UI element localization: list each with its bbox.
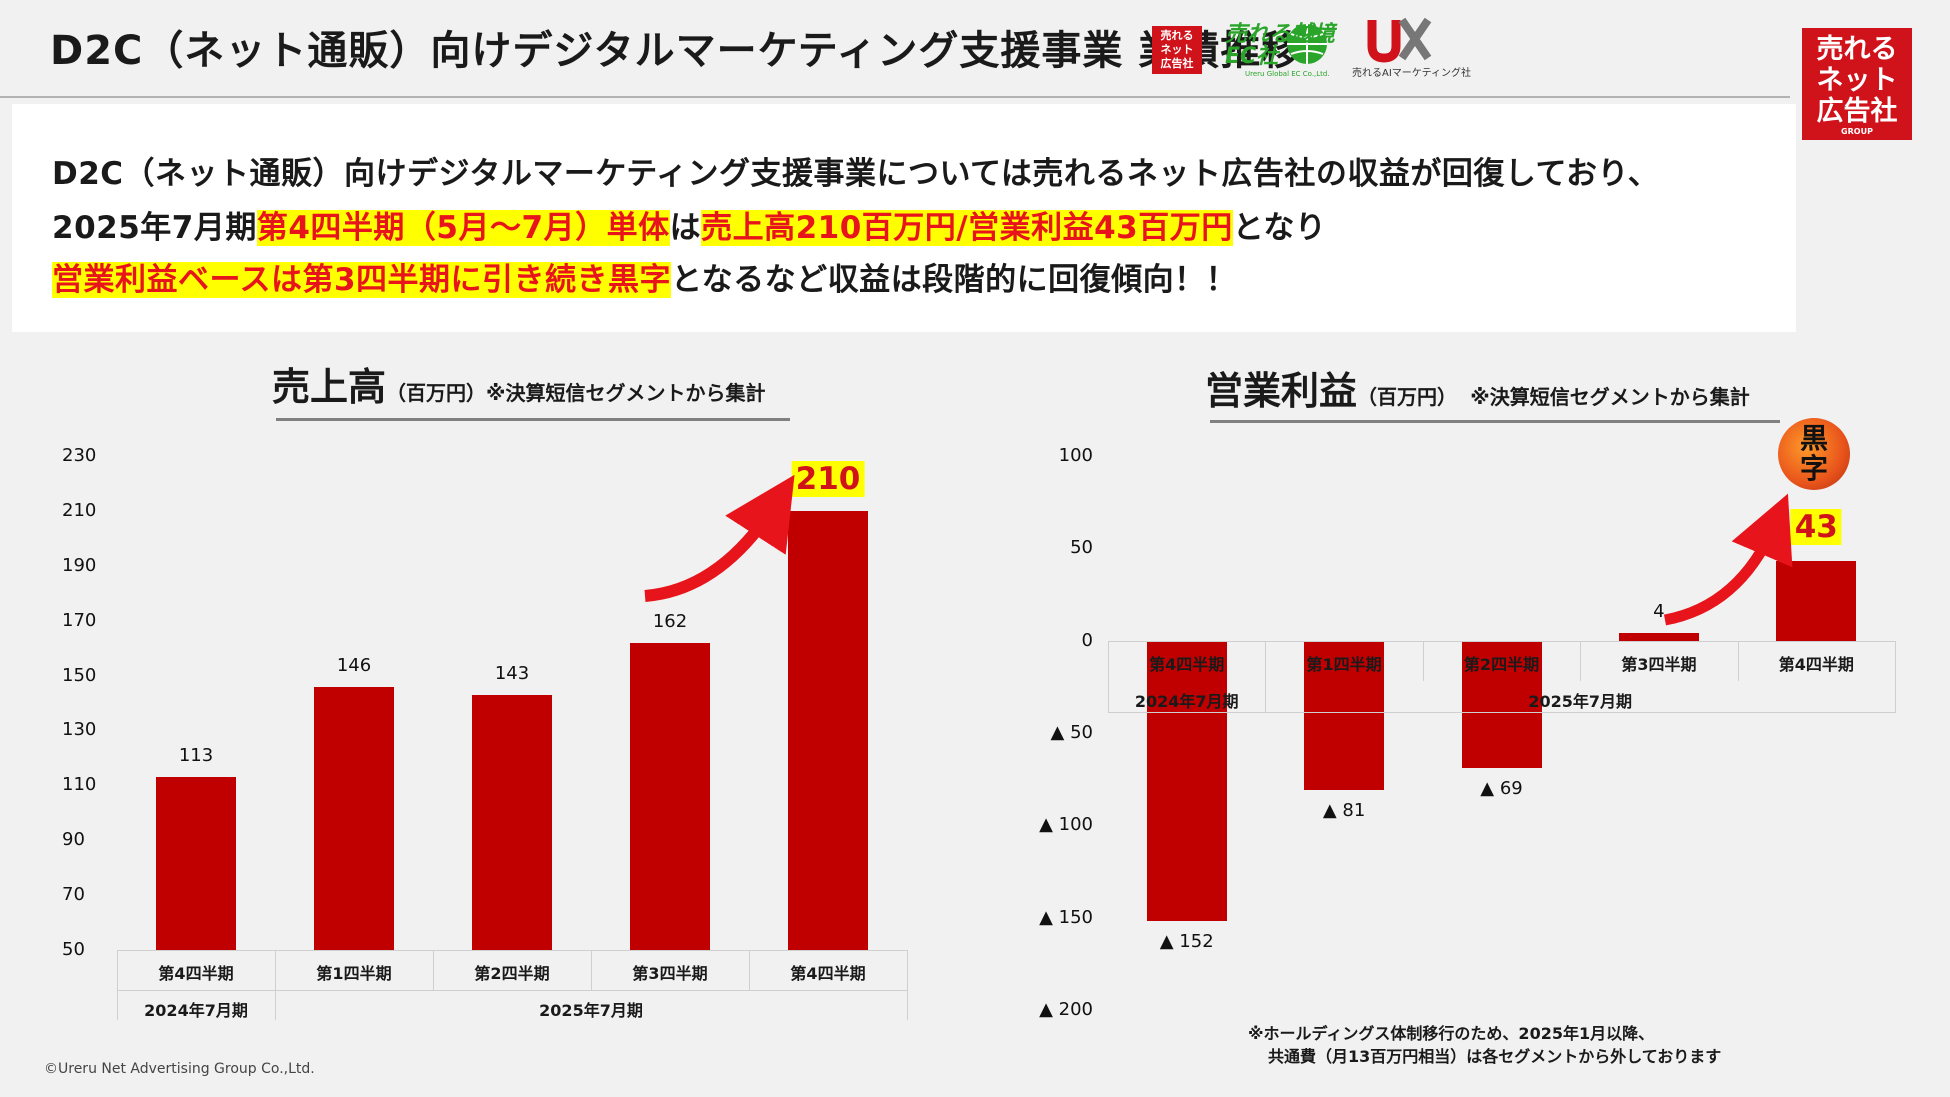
profit-period-label: 2025年7月期 bbox=[1528, 691, 1633, 711]
sales-title-rule bbox=[276, 418, 790, 421]
profit-table-divider bbox=[1108, 640, 1109, 713]
profit-category-label: 第3四半期 bbox=[1621, 654, 1697, 674]
profit-title-rule bbox=[1210, 420, 1780, 423]
sales-table-divider bbox=[591, 950, 592, 990]
profit-value-label: 4 bbox=[1653, 601, 1665, 623]
kuroji-badge-icon: 黒字 bbox=[1778, 418, 1850, 490]
kuroji-badge-char: 黒 bbox=[1799, 422, 1828, 455]
summary-line-1: D2C（ネット通販）向けデジタルマーケティング支援事業については売れるネット広告… bbox=[52, 156, 1660, 192]
profit-category-label: 第1四半期 bbox=[1306, 654, 1382, 674]
profit-y-tick: ▲ 100 bbox=[1039, 814, 1093, 836]
globe-icon bbox=[1287, 24, 1327, 64]
profit-table-divider bbox=[1422, 640, 1424, 681]
profit-growth-arrow bbox=[1663, 493, 1793, 626]
summary-line-3: 営業利益ベースは第3四半期に引き続き黒字となるなど収益は段階的に回復傾向！！ bbox=[52, 262, 1238, 298]
sales-table-line bbox=[117, 990, 907, 991]
sales-period-label: 2024年7月期 bbox=[144, 1001, 248, 1020]
footnote-line-2: 共通費（月13百万円相当）は各セグメントから外しております bbox=[1268, 1047, 1722, 1066]
profit-y-tick: ▲ 50 bbox=[1050, 722, 1093, 743]
summary-line-2: 2025年7月期第4四半期（5月～7月）単体は売上高210百万円/営業利益43百… bbox=[52, 210, 1327, 246]
sales-bar bbox=[472, 694, 552, 950]
sales-y-tick: 50 bbox=[62, 939, 85, 960]
profit-table-divider bbox=[1265, 640, 1267, 713]
sales-y-tick: 130 bbox=[62, 719, 97, 741]
sales-bar bbox=[788, 510, 868, 950]
sales-value-label: 146 bbox=[336, 654, 372, 676]
profit-period-label: 2024年7月期 bbox=[1134, 691, 1239, 711]
profit-y-tick: ▲ 150 bbox=[1039, 906, 1093, 928]
profit-value-label: ▲ 81 bbox=[1322, 800, 1366, 822]
sales-category-label: 第4四半期 bbox=[790, 964, 866, 983]
sales-table-divider bbox=[433, 950, 434, 990]
sales-value-label: 210 bbox=[791, 460, 865, 497]
profit-table-divider bbox=[1895, 640, 1896, 713]
sales-table-divider bbox=[117, 950, 118, 1020]
sales-growth-arrow bbox=[644, 474, 795, 602]
sales-bar bbox=[314, 686, 394, 950]
sales-table-divider bbox=[749, 950, 750, 990]
ureru-ai-marketing-logo: 売れるAIマーケティング社 bbox=[1350, 16, 1480, 80]
profit-category-label: 第4四半期 bbox=[1149, 654, 1225, 674]
sales-y-tick: 110 bbox=[62, 774, 97, 796]
profit-bar bbox=[1461, 640, 1542, 769]
ureru-global-ec-logo: 売れる越境EC社 Ureru Global EC Co.,Ltd. bbox=[1225, 18, 1335, 80]
profit-category-label: 第2四半期 bbox=[1463, 654, 1540, 674]
page-title: D2C（ネット通販）向けデジタルマーケティング支援事業 業績推移 bbox=[50, 28, 1303, 74]
title-divider bbox=[0, 96, 1790, 98]
kuroji-badge-char: 字 bbox=[1799, 452, 1828, 485]
sales-category-label: 第1四半期 bbox=[316, 964, 392, 983]
sales-y-tick: 90 bbox=[62, 829, 85, 851]
sales-y-tick: 230 bbox=[62, 445, 97, 466]
ureru-net-logo: 売れる ネット 広告社 bbox=[1152, 26, 1202, 74]
sales-value-label: 162 bbox=[652, 610, 688, 632]
sales-table-divider bbox=[275, 950, 276, 1020]
sales-category-label: 第3四半期 bbox=[632, 964, 708, 983]
profit-bar bbox=[1304, 640, 1385, 791]
sales-axis-line bbox=[117, 950, 907, 951]
sales-y-tick: 150 bbox=[62, 664, 97, 686]
profit-y-tick: 0 bbox=[1081, 629, 1093, 651]
profit-bar bbox=[1146, 640, 1227, 922]
sales-value-label: 143 bbox=[494, 662, 530, 684]
sales-period-label: 2025年7月期 bbox=[539, 1001, 643, 1020]
ux-mark-icon bbox=[1367, 17, 1432, 63]
group-logo: 売れる ネット 広告社 GROUP bbox=[1802, 28, 1912, 140]
profit-bar bbox=[1618, 633, 1699, 641]
sales-y-tick: 170 bbox=[62, 609, 97, 631]
profit-value-label: ▲ 69 bbox=[1480, 778, 1523, 800]
profit-zero-line bbox=[1108, 640, 1895, 642]
sales-bar bbox=[156, 777, 236, 950]
sales-chart-title: 売上高（百万円）※決算短信セグメントから集計 bbox=[272, 365, 766, 409]
profit-value-label: ▲ 152 bbox=[1159, 931, 1214, 953]
profit-chart-title: 営業利益（百万円） ※決算短信セグメントから集計 bbox=[1205, 369, 1750, 413]
profit-y-tick: ▲ 200 bbox=[1039, 999, 1093, 1020]
footnote-line-1: ※ホールディングス体制移行のため、2025年1月以降、 bbox=[1248, 1024, 1655, 1043]
profit-y-tick: 50 bbox=[1070, 537, 1093, 559]
sales-y-tick: 210 bbox=[62, 499, 97, 521]
sales-y-tick: 190 bbox=[62, 554, 97, 576]
profit-bar bbox=[1776, 561, 1857, 641]
sales-y-tick: 70 bbox=[62, 884, 85, 906]
profit-y-tick: 100 bbox=[1058, 445, 1093, 466]
profit-table-divider bbox=[1580, 640, 1582, 681]
sales-value-label: 113 bbox=[178, 745, 214, 767]
sales-category-label: 第2四半期 bbox=[474, 964, 550, 983]
summary-box: D2C（ネット通販）向けデジタルマーケティング支援事業については売れるネット広告… bbox=[12, 104, 1796, 332]
sales-bar bbox=[630, 642, 710, 950]
profit-table-divider bbox=[1737, 640, 1739, 681]
sales-table-divider bbox=[907, 950, 908, 1020]
profit-table-line bbox=[1108, 711, 1895, 713]
profit-value-label: 43 bbox=[1790, 509, 1842, 546]
copyright: ©Ureru Net Advertising Group Co.,Ltd. bbox=[44, 1061, 315, 1077]
sales-category-label: 第4四半期 bbox=[158, 964, 234, 983]
profit-category-label: 第4四半期 bbox=[1778, 654, 1854, 674]
